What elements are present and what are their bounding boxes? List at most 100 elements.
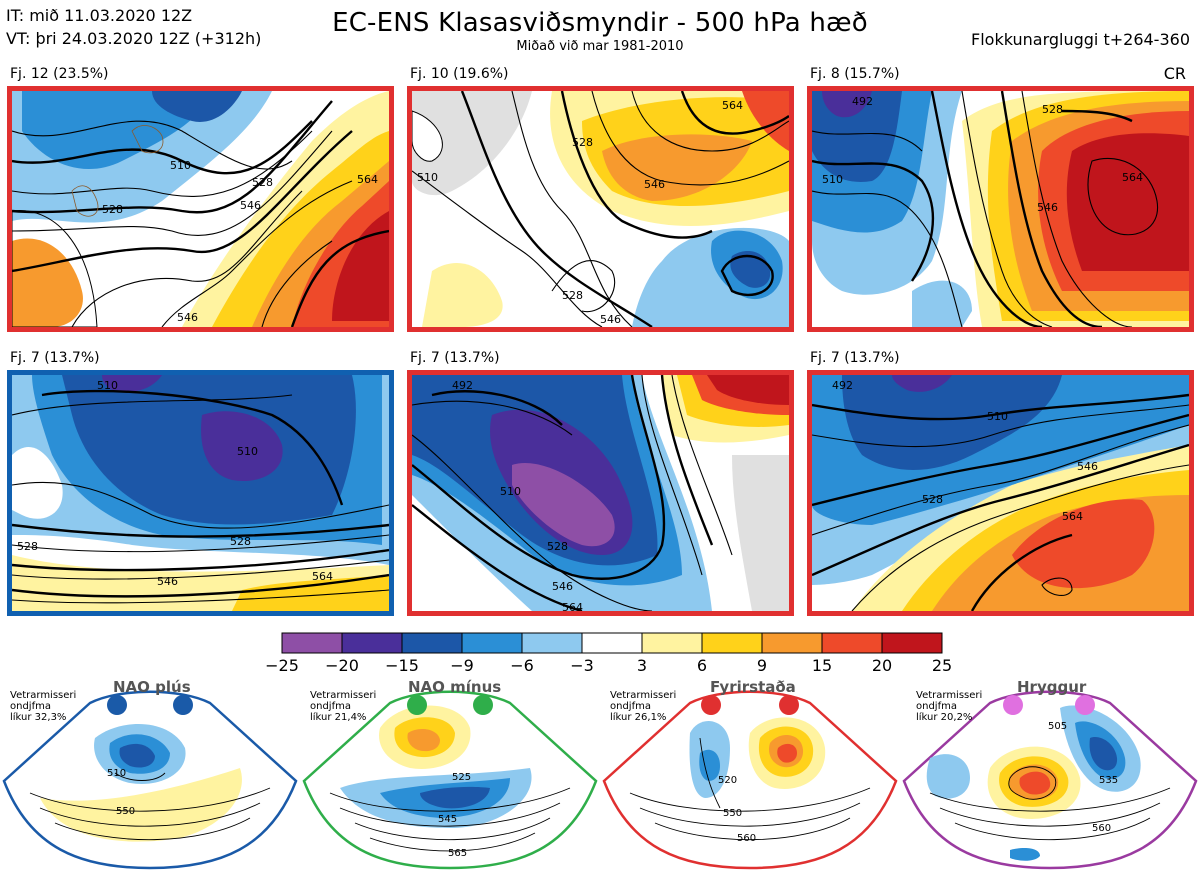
regime-dot <box>1003 695 1023 715</box>
contour-label: 528 <box>922 493 943 506</box>
init-time: IT: mið 11.03.2020 12Z <box>6 6 193 25</box>
cluster-map-2[interactable]: 528 546 510 528 546 564 <box>407 86 794 332</box>
colorbar-swatch <box>701 632 763 654</box>
contour-label: 546 <box>177 311 198 324</box>
colorbar-swatch <box>881 632 943 654</box>
contour-label: 492 <box>832 379 853 392</box>
colorbar-swatch <box>821 632 883 654</box>
contour-label: 510 <box>170 159 191 172</box>
colorbar-swatch <box>581 632 643 654</box>
regime-dot <box>107 695 127 715</box>
regime-dot <box>1075 695 1095 715</box>
contour-label: 505 <box>1048 721 1068 732</box>
contour-label: 510 <box>822 173 843 186</box>
valid-time: VT: þri 24.03.2020 12Z (+312h) <box>6 29 262 48</box>
colorbar-swatch <box>761 632 823 654</box>
contour-label: 528 <box>572 136 593 149</box>
panel-4-label: Fj. 7 (13.7%) <box>10 350 100 366</box>
cr-label: CR <box>1163 64 1186 83</box>
cluster-map-4[interactable]: 510 510 528 546 564 528 <box>7 370 394 616</box>
cluster-map-5[interactable]: 492 510 528 546 564 <box>407 370 794 616</box>
contour-label: 510 <box>97 379 118 392</box>
contour-label: 528 <box>1042 103 1063 116</box>
contour-label: 510 <box>500 485 521 498</box>
regime-dot <box>473 695 493 715</box>
regime-title: NAO mínus <box>408 678 502 696</box>
regime-ridge-map <box>902 690 1198 870</box>
colorbar-swatch <box>281 632 343 654</box>
regime-info: Vetrarmisseri ondjfma líkur 21,4% <box>310 690 376 723</box>
regime-info-line: líkur 26,1% <box>610 712 667 723</box>
cluster-map-4-drawing: 510 510 528 546 564 528 <box>12 375 389 611</box>
contour-label: 564 <box>722 99 743 112</box>
panel-5-label: Fj. 7 (13.7%) <box>410 350 500 366</box>
cluster-map-3-drawing: 492 510 528 546 564 <box>812 91 1189 327</box>
coastlines <box>71 125 164 217</box>
contour-label: 565 <box>448 848 468 859</box>
colorbar-tick-label: 20 <box>871 656 893 675</box>
contour-label: 564 <box>562 601 583 611</box>
regime-dot <box>407 695 427 715</box>
contour-label: 510 <box>107 768 127 779</box>
contour-label: 564 <box>1062 510 1083 523</box>
regime-nao-minus: NAO mínus Vetrarmisseri ondjfma líkur 21… <box>300 678 600 871</box>
panel-6-label: Fj. 7 (13.7%) <box>810 350 900 366</box>
colorbar-tick-label: 25 <box>931 656 953 675</box>
regime-dot <box>701 695 721 715</box>
panel-1-label: Fj. 12 (23.5%) <box>10 66 109 82</box>
classification-window: Flokkunargluggi t+264-360 <box>971 30 1190 49</box>
regime-info-line: líkur 21,4% <box>310 712 367 723</box>
contour-label: 546 <box>1037 201 1058 214</box>
regime-info-line: Vetrarmisseri <box>610 690 677 701</box>
cluster-map-1[interactable]: 510 528 546 564 546 528 <box>7 86 394 332</box>
regime-blocking-map <box>602 690 898 870</box>
colorbar-tick-label: −20 <box>325 656 359 675</box>
regime-info-line: ondjfma <box>310 701 351 712</box>
contour-label: 546 <box>1077 460 1098 473</box>
cluster-map-5-drawing: 492 510 528 546 564 <box>412 375 789 611</box>
cluster-map-3[interactable]: 492 510 528 546 564 <box>807 86 1194 332</box>
panel-2-label: Fj. 10 (19.6%) <box>410 66 509 82</box>
contour-label: 528 <box>547 540 568 553</box>
colorbar-swatch <box>641 632 703 654</box>
regime-info-line: líkur 32,3% <box>10 712 67 723</box>
contour-label: 492 <box>452 379 473 392</box>
colorbar-tick-label: 3 <box>636 656 648 675</box>
regime-blocking: Fyrirstaða Vetrarmisseri ondjfma líkur 2… <box>600 678 900 871</box>
regime-info-line: líkur 20,2% <box>916 712 973 723</box>
colorbar-tick-label: −15 <box>385 656 419 675</box>
contour-label: 550 <box>116 806 136 817</box>
colorbar-swatch <box>521 632 583 654</box>
colorbar-tick-label: −6 <box>510 656 534 675</box>
contour-label: 560 <box>737 833 757 844</box>
contour-label: 510 <box>987 410 1008 423</box>
init-time-block: IT: mið 11.03.2020 12Z VT: þri 24.03.202… <box>6 4 261 50</box>
regime-info-line: Vetrarmisseri <box>10 690 77 701</box>
regime-info-line: ondjfma <box>916 701 957 712</box>
panel-3-label: Fj. 8 (15.7%) <box>810 66 900 82</box>
page-title: EC-ENS Klasasviðsmyndir - 500 hPa hæð <box>332 8 868 38</box>
contour-label: 525 <box>452 772 472 783</box>
regime-info-line: Vetrarmisseri <box>310 690 377 701</box>
colorbar-tick-label: 9 <box>756 656 768 675</box>
contour-label: 546 <box>240 199 261 212</box>
contour-label: 546 <box>552 580 573 593</box>
contour-label: 546 <box>157 575 178 588</box>
colorbar-swatch <box>341 632 403 654</box>
contour-label: 545 <box>438 814 458 825</box>
cluster-map-6[interactable]: 492 510 528 546 564 <box>807 370 1194 616</box>
contour-label: 535 <box>1099 775 1119 786</box>
contour-label: 560 <box>1092 823 1112 834</box>
contour-label: 528 <box>17 540 38 553</box>
colorbar-tick-label: −9 <box>450 656 474 675</box>
regime-title: NAO plús <box>113 678 191 696</box>
contour-label: 510 <box>417 171 438 184</box>
regime-dot <box>173 695 193 715</box>
contour-label: 564 <box>1122 171 1143 184</box>
contour-label: 528 <box>102 203 123 216</box>
contour-label: 492 <box>852 95 873 108</box>
colorbar-tick-label: −25 <box>265 656 299 675</box>
regime-info-line: ondjfma <box>10 701 51 712</box>
cluster-map-6-drawing: 492 510 528 546 564 <box>812 375 1189 611</box>
page-subtitle: Miðað við mar 1981-2010 <box>516 39 684 54</box>
